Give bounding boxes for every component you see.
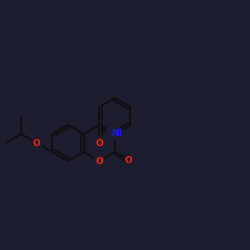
Text: O: O <box>33 138 41 147</box>
Text: N: N <box>111 130 118 138</box>
Text: NH: NH <box>108 130 122 138</box>
Text: O: O <box>95 156 103 166</box>
Text: O: O <box>125 156 133 164</box>
Text: O: O <box>95 138 103 147</box>
